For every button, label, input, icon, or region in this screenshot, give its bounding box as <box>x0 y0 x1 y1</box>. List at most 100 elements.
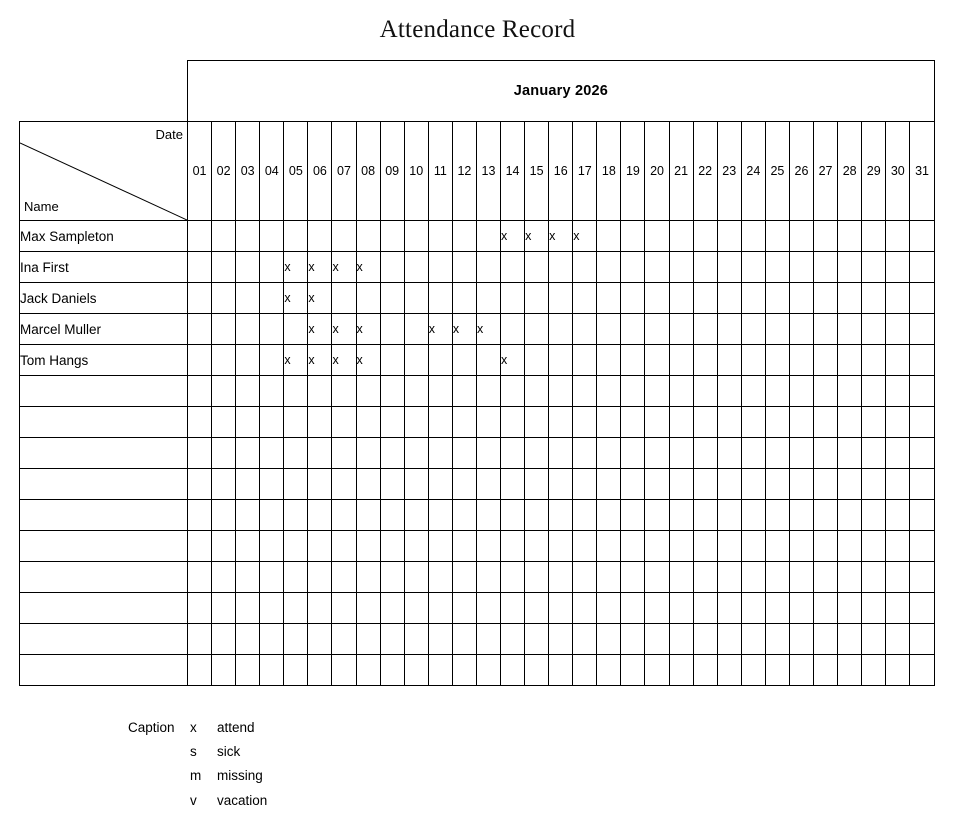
attendance-cell[interactable] <box>355 561 381 593</box>
attendance-cell[interactable] <box>355 220 381 252</box>
attendance-cell[interactable] <box>355 592 381 624</box>
attendance-cell[interactable] <box>740 220 766 252</box>
employee-name-cell[interactable]: Marcel Muller <box>19 313 188 345</box>
attendance-cell[interactable] <box>668 654 694 686</box>
attendance-cell[interactable] <box>427 468 453 500</box>
attendance-cell[interactable] <box>572 251 598 283</box>
attendance-cell[interactable] <box>620 313 646 345</box>
attendance-cell[interactable] <box>211 561 237 593</box>
attendance-cell[interactable] <box>403 282 429 314</box>
attendance-cell[interactable] <box>764 344 790 376</box>
attendance-cell[interactable] <box>427 220 453 252</box>
attendance-cell[interactable] <box>211 313 237 345</box>
attendance-cell[interactable] <box>861 654 887 686</box>
attendance-cell[interactable] <box>885 406 911 438</box>
attendance-cell[interactable]: x <box>307 251 333 283</box>
attendance-cell[interactable] <box>524 406 550 438</box>
attendance-cell[interactable] <box>235 344 261 376</box>
attendance-cell[interactable] <box>740 313 766 345</box>
attendance-cell[interactable] <box>885 344 911 376</box>
attendance-cell[interactable] <box>283 623 309 655</box>
attendance-cell[interactable] <box>788 344 815 376</box>
attendance-cell[interactable] <box>379 654 405 686</box>
employee-name-cell[interactable] <box>19 468 188 500</box>
attendance-cell[interactable] <box>259 313 285 345</box>
attendance-cell[interactable] <box>813 468 839 500</box>
attendance-cell[interactable] <box>235 561 261 593</box>
attendance-cell[interactable] <box>259 623 285 655</box>
attendance-cell[interactable] <box>211 468 237 500</box>
attendance-cell[interactable] <box>572 499 598 531</box>
attendance-cell[interactable] <box>837 437 863 469</box>
attendance-cell[interactable] <box>451 499 477 531</box>
attendance-cell[interactable] <box>620 654 646 686</box>
attendance-cell[interactable] <box>861 375 887 407</box>
attendance-cell[interactable] <box>837 561 863 593</box>
attendance-cell[interactable] <box>307 375 333 407</box>
attendance-cell[interactable] <box>451 654 477 686</box>
attendance-cell[interactable] <box>885 251 911 283</box>
attendance-cell[interactable] <box>644 220 670 252</box>
attendance-cell[interactable] <box>572 623 598 655</box>
attendance-cell[interactable] <box>283 406 309 438</box>
attendance-cell[interactable]: x <box>283 251 309 283</box>
attendance-cell[interactable] <box>475 282 502 314</box>
attendance-cell[interactable] <box>572 468 598 500</box>
attendance-cell[interactable] <box>861 530 887 562</box>
attendance-cell[interactable] <box>837 251 863 283</box>
attendance-cell[interactable] <box>885 437 911 469</box>
attendance-cell[interactable] <box>283 468 309 500</box>
attendance-cell[interactable] <box>644 437 670 469</box>
attendance-cell[interactable] <box>186 344 213 376</box>
attendance-cell[interactable] <box>427 406 453 438</box>
attendance-cell[interactable] <box>740 344 766 376</box>
attendance-cell[interactable] <box>427 344 453 376</box>
attendance-cell[interactable] <box>596 406 622 438</box>
attendance-cell[interactable] <box>283 654 309 686</box>
attendance-cell[interactable] <box>355 654 381 686</box>
attendance-cell[interactable] <box>500 282 526 314</box>
employee-name-cell[interactable]: Max Sampleton <box>19 220 188 252</box>
attendance-cell[interactable] <box>548 592 574 624</box>
attendance-cell[interactable] <box>475 530 502 562</box>
attendance-cell[interactable] <box>427 654 453 686</box>
attendance-cell[interactable] <box>788 561 815 593</box>
attendance-cell[interactable] <box>692 437 718 469</box>
attendance-cell[interactable] <box>740 406 766 438</box>
attendance-cell[interactable] <box>283 375 309 407</box>
attendance-cell[interactable] <box>451 375 477 407</box>
attendance-cell[interactable] <box>500 437 526 469</box>
attendance-cell[interactable] <box>620 437 646 469</box>
attendance-cell[interactable] <box>740 530 766 562</box>
attendance-cell[interactable] <box>909 468 935 500</box>
attendance-cell[interactable] <box>427 530 453 562</box>
attendance-cell[interactable] <box>259 468 285 500</box>
attendance-cell[interactable] <box>548 251 574 283</box>
attendance-cell[interactable] <box>692 530 718 562</box>
attendance-cell[interactable] <box>259 282 285 314</box>
attendance-cell[interactable] <box>837 468 863 500</box>
attendance-cell[interactable] <box>524 623 550 655</box>
attendance-cell[interactable] <box>211 251 237 283</box>
attendance-cell[interactable]: x <box>355 344 381 376</box>
attendance-cell[interactable] <box>572 375 598 407</box>
attendance-cell[interactable]: x <box>572 220 598 252</box>
attendance-cell[interactable] <box>331 530 357 562</box>
attendance-cell[interactable] <box>524 344 550 376</box>
attendance-cell[interactable] <box>716 499 742 531</box>
attendance-cell[interactable] <box>451 437 477 469</box>
attendance-cell[interactable] <box>548 406 574 438</box>
attendance-cell[interactable] <box>355 468 381 500</box>
attendance-cell[interactable] <box>788 220 815 252</box>
attendance-cell[interactable] <box>331 375 357 407</box>
attendance-cell[interactable] <box>596 375 622 407</box>
attendance-cell[interactable] <box>837 623 863 655</box>
attendance-cell[interactable] <box>403 499 429 531</box>
attendance-cell[interactable] <box>355 375 381 407</box>
attendance-cell[interactable] <box>861 623 887 655</box>
attendance-cell[interactable] <box>764 313 790 345</box>
attendance-cell[interactable] <box>548 375 574 407</box>
attendance-cell[interactable] <box>788 282 815 314</box>
attendance-cell[interactable] <box>644 499 670 531</box>
attendance-cell[interactable] <box>500 499 526 531</box>
